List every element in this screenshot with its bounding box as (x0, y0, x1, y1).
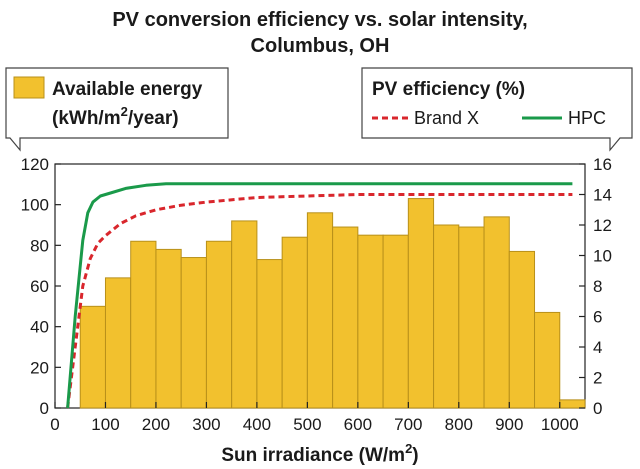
x-tick-label: 800 (445, 415, 473, 434)
x-tick-label: 1000 (541, 415, 579, 434)
legend-bar-box (5, 67, 229, 152)
chart-title-line2: Columbus, OH (251, 35, 390, 57)
left-tick-label: 120 (21, 155, 49, 174)
right-tick-label: 2 (593, 369, 602, 388)
legend-hpc-label: HPC (568, 108, 606, 128)
left-tick-label: 0 (40, 399, 49, 418)
x-tick-label: 100 (91, 415, 119, 434)
legend-bar-label-line2: (kWh/m2/year) (52, 104, 179, 129)
left-tick-label: 20 (30, 358, 49, 377)
x-axis-label-sup: 2 (405, 441, 412, 456)
x-tick-label: 500 (293, 415, 321, 434)
bar (357, 234, 384, 409)
bar (104, 277, 132, 409)
bar (130, 240, 157, 409)
series-line-hpc (66, 182, 573, 409)
x-axis-ticks: 0 100 200 300 400 500 600 700 800 900 1000 (50, 402, 579, 434)
x-tick-label: 200 (142, 415, 170, 434)
left-tick-label: 100 (21, 196, 49, 215)
right-tick-label: 6 (593, 308, 602, 327)
x-tick-label: 300 (192, 415, 220, 434)
right-tick-label: 4 (593, 338, 602, 357)
bar (155, 248, 182, 409)
right-tick-label: 8 (593, 277, 602, 296)
legend-bar: Available energy (kWh/m2/year) (5, 67, 229, 152)
x-axis-label-end: ) (412, 445, 418, 466)
bar (534, 311, 561, 409)
legend-lines: PV efficiency (%) Brand X HPC (361, 67, 633, 152)
bar (205, 240, 233, 409)
left-axis-ticks: 0 20 40 60 80 100 120 (21, 155, 61, 418)
legend-bar-unit-pre: (kWh/m (52, 108, 121, 129)
left-tick-label: 40 (30, 318, 49, 337)
series-line-brand-x (66, 193, 573, 409)
x-axis-label: Sun irradiance (W/m2) (221, 441, 418, 466)
bar (433, 224, 460, 409)
left-tick-label: 60 (30, 277, 49, 296)
x-tick-label: 600 (344, 415, 372, 434)
right-tick-label: 16 (593, 155, 612, 174)
right-tick-label: 14 (593, 186, 612, 205)
bar (79, 305, 106, 409)
left-tick-label: 80 (30, 236, 49, 255)
bars (79, 198, 586, 409)
bar (559, 399, 586, 409)
legend-lines-box (361, 67, 633, 152)
right-axis-ticks: 0 2 4 6 8 10 12 14 16 (579, 155, 612, 418)
right-tick-label: 10 (593, 247, 612, 266)
bar (332, 226, 359, 409)
legend-lines-title: PV efficiency (%) (372, 79, 525, 100)
bar (256, 259, 283, 409)
efficiency-lines (66, 182, 573, 409)
bar (231, 220, 258, 409)
bar (281, 236, 308, 409)
bar (180, 257, 207, 409)
bar (458, 226, 485, 409)
legend-bar-label-line1: Available energy (52, 79, 203, 100)
bar (407, 198, 435, 409)
bar (382, 234, 409, 409)
x-tick-label: 0 (50, 415, 59, 434)
legend-bar-unit-sup: 2 (121, 104, 128, 119)
right-tick-label: 12 (593, 216, 612, 235)
right-tick-label: 0 (593, 399, 602, 418)
chart-title-line1: PV conversion efficiency vs. solar inten… (112, 9, 527, 31)
x-tick-label: 700 (394, 415, 422, 434)
legend-bar-unit-post: /year) (128, 108, 179, 129)
x-tick-label: 900 (495, 415, 523, 434)
bar (508, 250, 536, 409)
legend-bar-swatch (13, 76, 45, 99)
x-tick-label: 400 (243, 415, 271, 434)
legend-brandx-label: Brand X (414, 108, 479, 128)
bar (306, 212, 334, 409)
x-axis-label-text: Sun irradiance (W/m (221, 445, 405, 466)
bar (483, 216, 510, 409)
